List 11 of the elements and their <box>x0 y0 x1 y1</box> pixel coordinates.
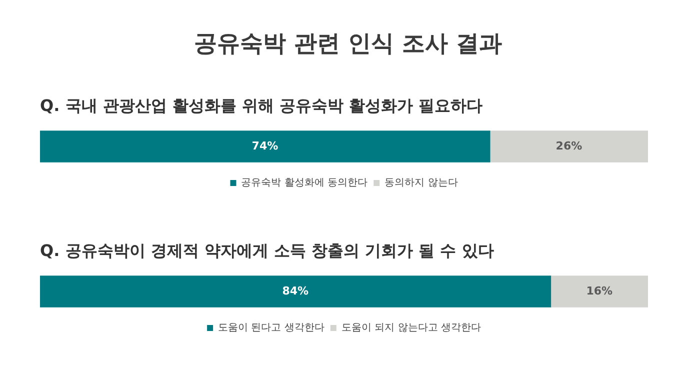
data-label: 26% <box>556 139 582 152</box>
chart-title: 공유숙박 관련 인식 조사 결과 <box>192 30 504 59</box>
chart-title: Q. 공유숙박이 경제적 약자에게 소득 창출의 기회가 될 수 있다 <box>40 241 494 262</box>
legend-label: 동의하지 않는다 <box>384 178 458 189</box>
data-label: 16% <box>586 284 613 298</box>
legend-label: 도움이 되지 않는다고 생각한다 <box>341 322 481 334</box>
data-label: 84% <box>282 284 309 298</box>
chart-subtitle: Q. 국내 관광산업 활성화를 위해 공유숙박 활성화가 필요하다 <box>40 96 483 117</box>
legend-label: 도움이 된다고 생각한다 <box>218 322 324 334</box>
legend-label: 공유숙박 활성화에 동의한다 <box>241 178 368 189</box>
data-label: 74% <box>252 139 278 152</box>
